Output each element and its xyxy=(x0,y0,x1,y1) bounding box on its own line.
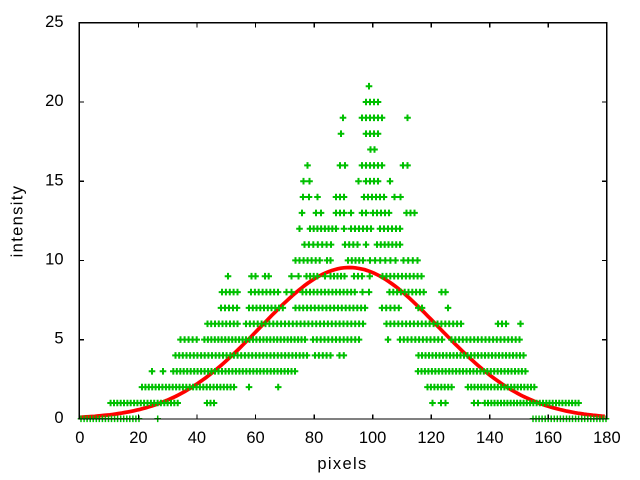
svg-text:0: 0 xyxy=(54,409,63,427)
svg-text:80: 80 xyxy=(305,429,323,447)
svg-text:100: 100 xyxy=(359,429,387,447)
svg-text:120: 120 xyxy=(417,429,445,447)
svg-text:180: 180 xyxy=(593,429,621,447)
svg-text:60: 60 xyxy=(246,429,264,447)
svg-text:140: 140 xyxy=(476,429,504,447)
svg-text:25: 25 xyxy=(45,13,63,31)
svg-text:10: 10 xyxy=(45,251,63,269)
svg-text:0: 0 xyxy=(75,429,84,447)
svg-text:160: 160 xyxy=(535,429,563,447)
svg-text:5: 5 xyxy=(54,330,63,348)
svg-text:15: 15 xyxy=(45,171,63,189)
svg-text:20: 20 xyxy=(129,429,147,447)
svg-text:20: 20 xyxy=(45,92,63,110)
svg-text:40: 40 xyxy=(188,429,206,447)
svg-text:intensity: intensity xyxy=(9,185,27,258)
svg-text:pixels: pixels xyxy=(317,455,367,473)
